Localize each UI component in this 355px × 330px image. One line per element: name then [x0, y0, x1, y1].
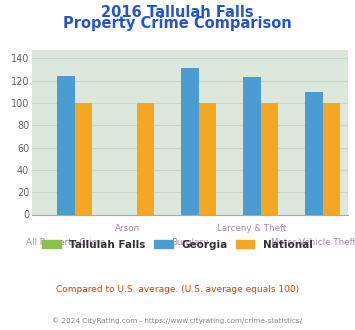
Text: Property Crime Comparison: Property Crime Comparison	[63, 16, 292, 31]
Text: Arson: Arson	[115, 224, 141, 233]
Text: 2016 Tallulah Falls: 2016 Tallulah Falls	[101, 5, 254, 20]
Text: Compared to U.S. average. (U.S. average equals 100): Compared to U.S. average. (U.S. average …	[56, 285, 299, 294]
Bar	[322, 103, 340, 214]
Text: All Property Crime: All Property Crime	[26, 238, 106, 247]
Text: Larceny & Theft: Larceny & Theft	[217, 224, 286, 233]
Bar	[75, 103, 92, 214]
Bar	[137, 103, 154, 214]
Text: Motor Vehicle Theft: Motor Vehicle Theft	[271, 238, 355, 247]
Bar	[243, 77, 261, 214]
Text: Burglary: Burglary	[171, 238, 208, 247]
Bar	[261, 103, 278, 214]
Text: © 2024 CityRating.com - https://www.cityrating.com/crime-statistics/: © 2024 CityRating.com - https://www.city…	[53, 317, 302, 324]
Bar	[58, 76, 75, 214]
Bar	[181, 68, 198, 215]
Bar	[198, 103, 216, 214]
Legend: Tallulah Falls, Georgia, National: Tallulah Falls, Georgia, National	[38, 236, 317, 254]
Bar	[305, 92, 322, 214]
